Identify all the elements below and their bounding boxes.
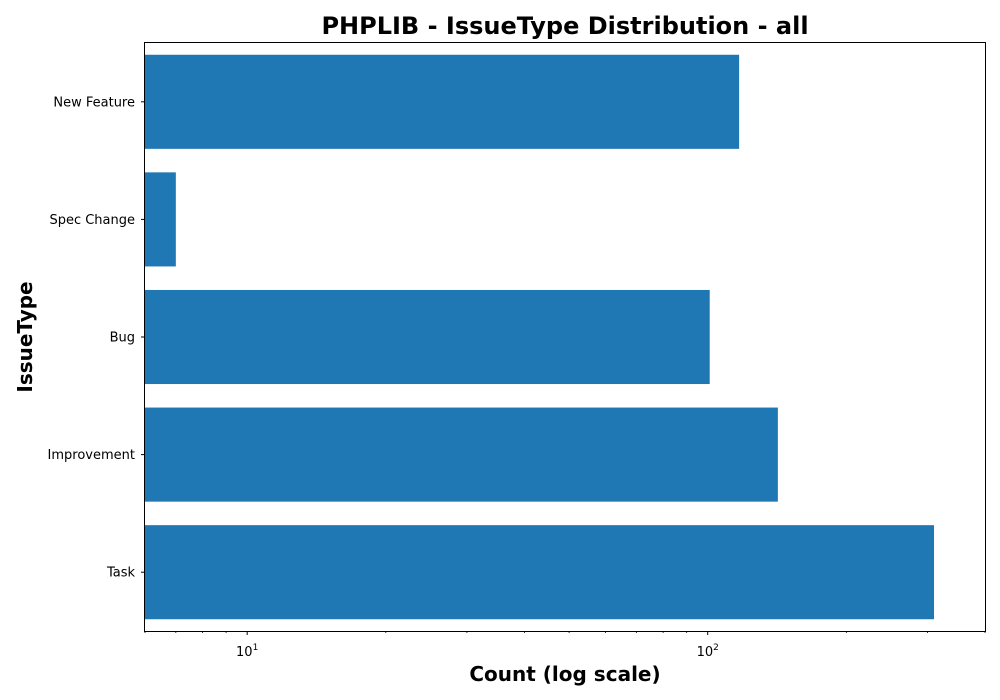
y-tick-label-task: Task [106, 566, 136, 581]
bars-group [145, 54, 935, 620]
chart-title: PHPLIB - IssueType Distribution - all [321, 12, 808, 40]
bar-bug [145, 289, 710, 385]
x-tick-mantissa: 10 [697, 645, 714, 660]
x-axis-label: Count (log scale) [469, 662, 660, 686]
x-tick-label: 102 [697, 643, 719, 660]
y-axis-label: IssueType [13, 281, 37, 392]
y-tick-label-bug: Bug [110, 331, 135, 346]
y-tick-label-new-feature: New Feature [53, 95, 135, 110]
bar-new-feature [145, 54, 740, 149]
bar-task [145, 525, 935, 620]
plot-frame [144, 42, 986, 632]
y-tick-label-improvement: Improvement [48, 448, 135, 463]
x-tick-exponent: 2 [713, 643, 719, 653]
bar-spec-change [145, 172, 176, 267]
bar-improvement [145, 407, 778, 502]
y-tick-label-spec-change: Spec Change [49, 213, 135, 228]
x-tick-label: 101 [236, 643, 258, 660]
y-ticks-group: Task Improvement Bug Spec Change New Feature [48, 95, 145, 581]
x-tick-mantissa: 10 [236, 645, 253, 660]
x-tick-exponent: 1 [253, 643, 259, 653]
x-ticks-group: 101 102 [144, 631, 986, 660]
